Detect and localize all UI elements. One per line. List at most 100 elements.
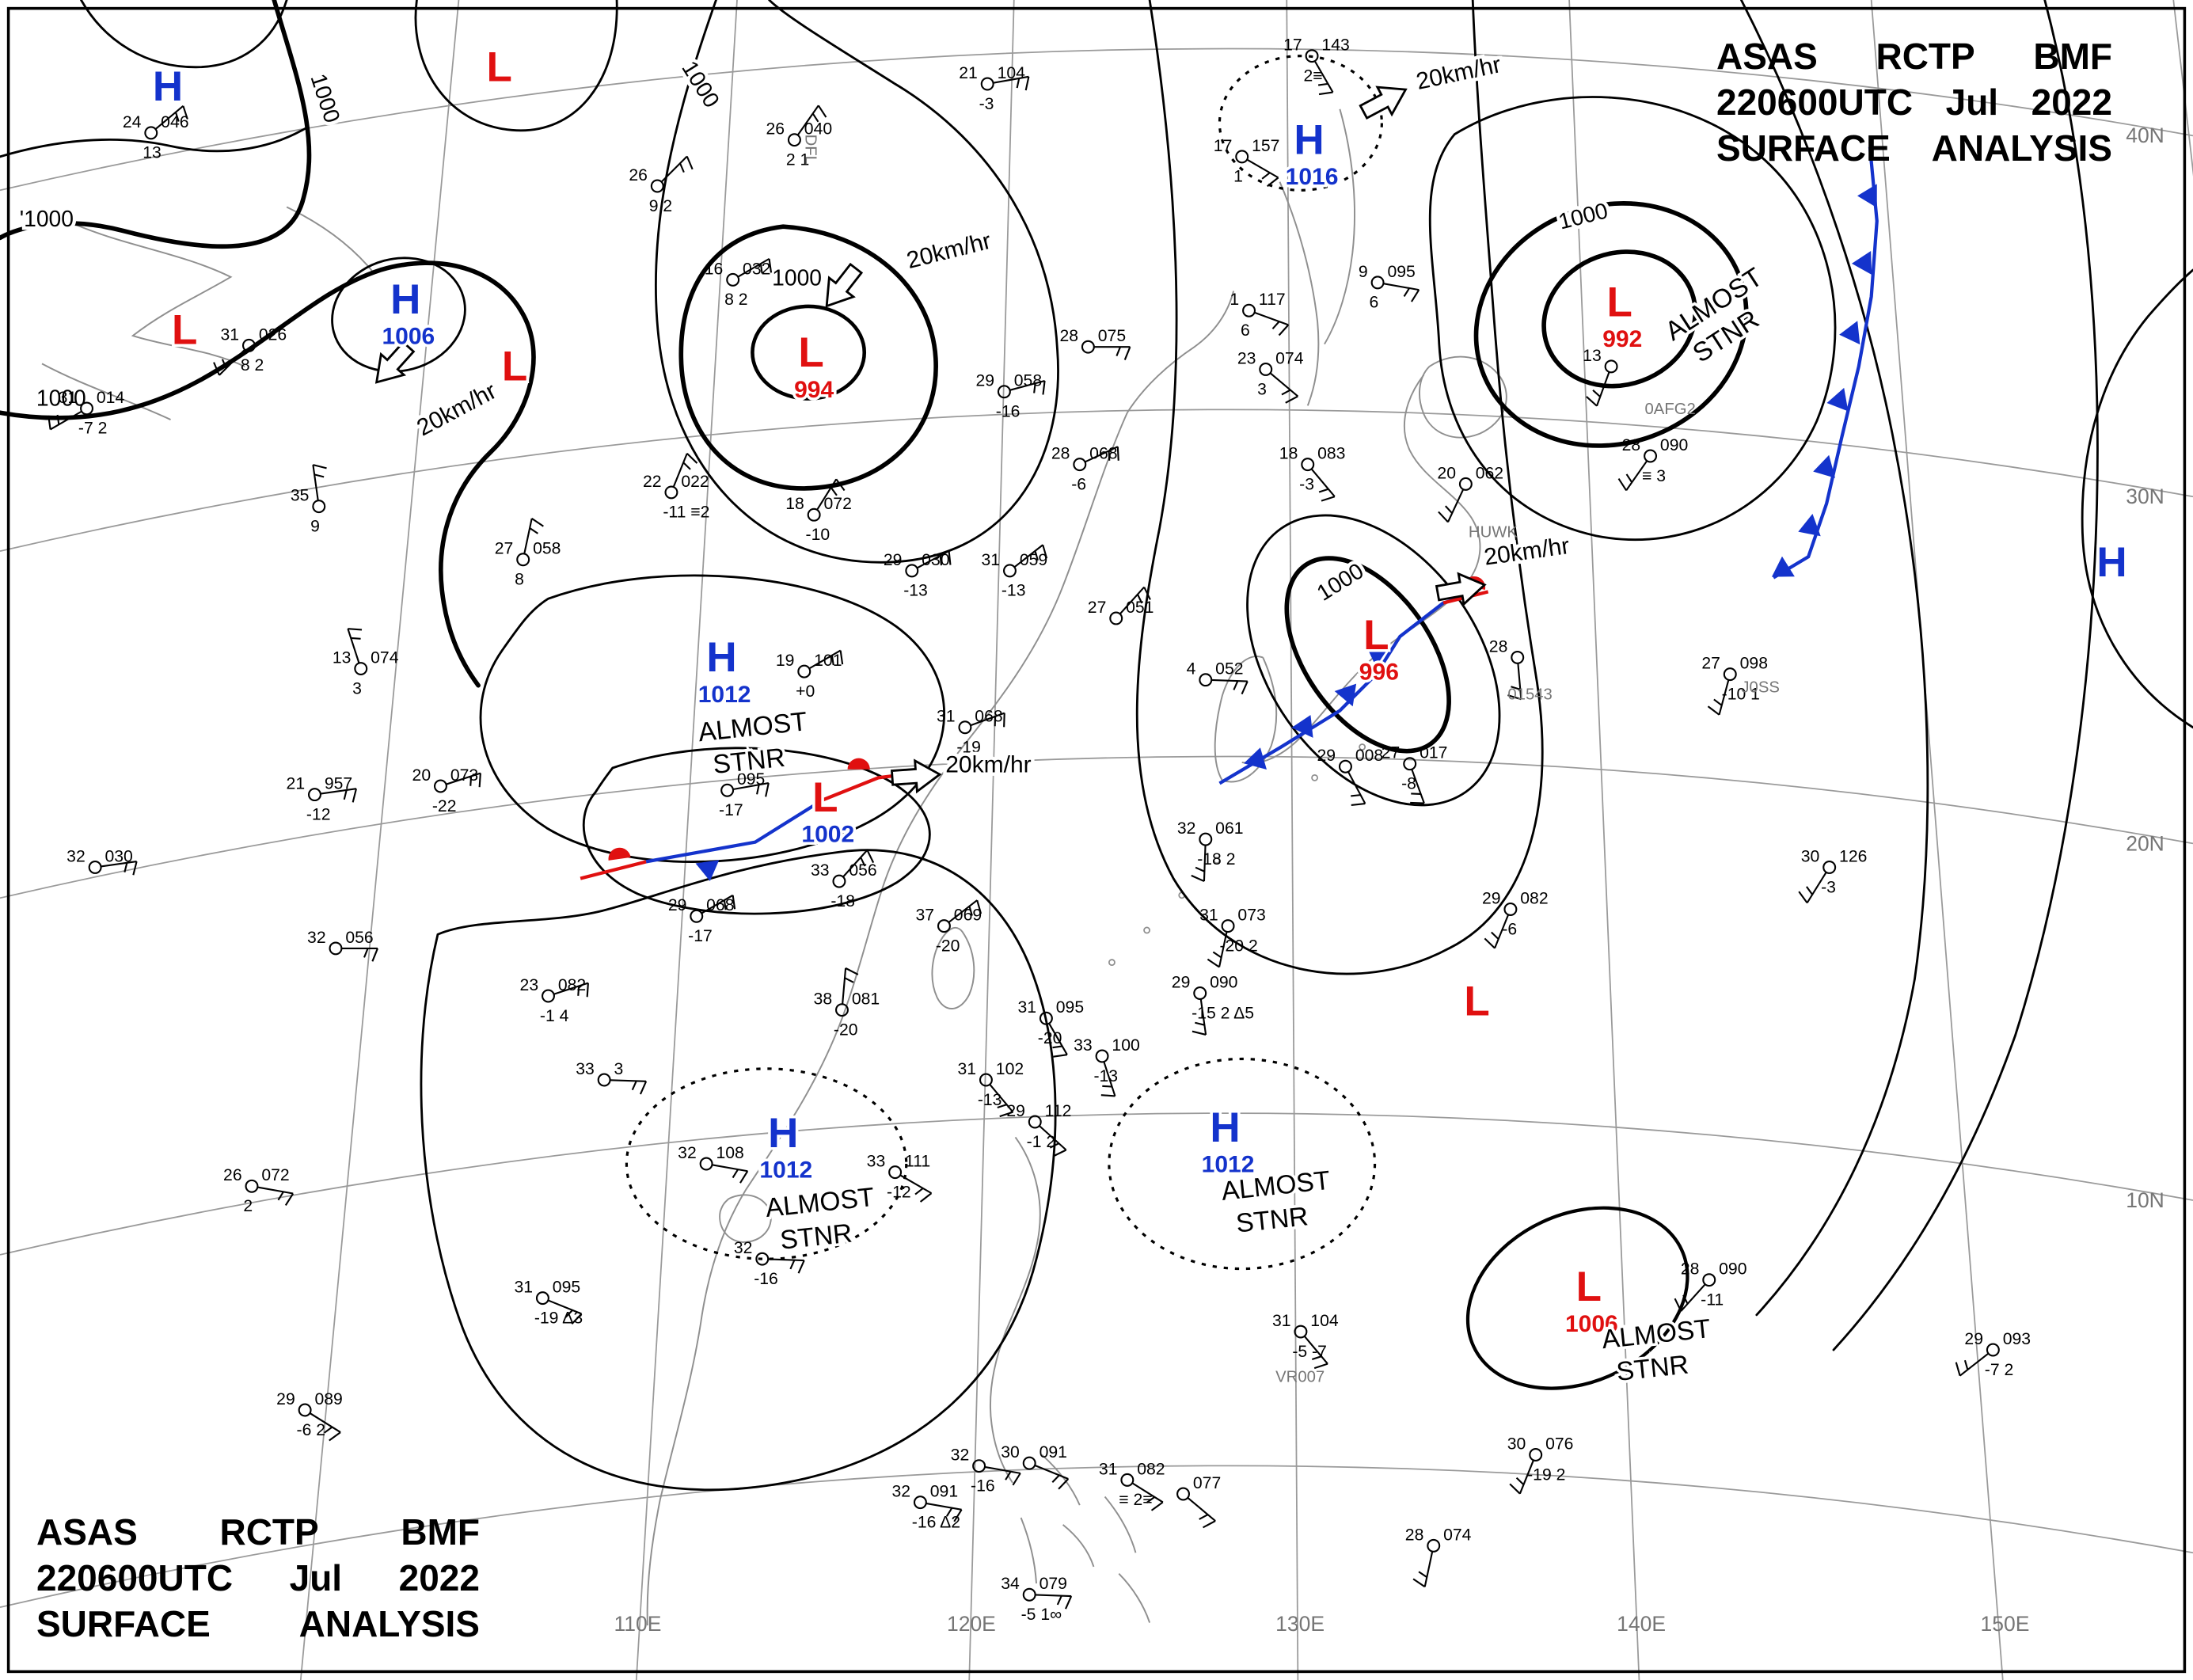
wind-barb	[547, 1299, 582, 1315]
coastline	[1020, 1454, 1137, 1584]
station-value: 089	[314, 1390, 342, 1408]
wind-barb	[1039, 1125, 1067, 1151]
station-plot: 20 073-22	[412, 766, 481, 815]
parallel-line	[0, 409, 2193, 553]
wind-barb	[1035, 1594, 1072, 1598]
wind-barb-tick	[1267, 177, 1279, 188]
movement-speed-label: 20km/hr	[945, 751, 1031, 777]
station-temp: 26	[766, 120, 785, 139]
station-plot: 29 082-6	[1482, 889, 1549, 949]
station-value: 075	[1098, 327, 1126, 345]
station-value: 100	[1112, 1036, 1139, 1055]
station-plot: 24 046 13	[123, 105, 189, 162]
cold-front-triangle	[1334, 683, 1357, 707]
title-word: 2022	[2031, 82, 2112, 123]
wind-barb-tick	[1285, 395, 1298, 404]
wind-barb-tick	[1005, 1471, 1012, 1480]
wind-barb-tick	[182, 105, 188, 120]
station-dewpoint: -20	[936, 937, 960, 955]
station-plot: 32 030	[67, 847, 138, 876]
station-value: 108	[716, 1144, 743, 1162]
station-circle	[1095, 1049, 1109, 1063]
station-plot: 27 098 -10 1	[1701, 655, 1768, 716]
wind-barb-tick	[1403, 287, 1410, 298]
parallel-line	[0, 1112, 2193, 1256]
wind-barb-tick	[323, 1426, 333, 1434]
wind-barb	[816, 478, 838, 511]
parallel-line	[0, 1465, 2193, 1608]
station-dewpoint: -1 2	[1027, 1133, 1056, 1151]
isobar-value-label: 1000	[1556, 197, 1610, 234]
station-dewpoint: -3	[979, 95, 994, 113]
wind-barb-tick	[1586, 396, 1598, 407]
cold-front-triangle	[1813, 454, 1835, 478]
station-temp: 31	[982, 551, 1001, 569]
station-value: 062	[1476, 464, 1503, 482]
wind-barb-tick	[343, 789, 348, 800]
wind-barb-tick	[1033, 383, 1036, 393]
station-value: 098	[1740, 655, 1768, 673]
station-value: 3	[614, 1060, 624, 1078]
wind-barb-tick	[284, 1192, 295, 1207]
station-temp: 18	[785, 495, 804, 513]
wind-barb-tick	[1271, 321, 1280, 330]
station-plot: 9 095 6	[1359, 263, 1420, 312]
pressure-center-value: 994	[794, 377, 834, 403]
title-word: Jul	[289, 1557, 343, 1598]
callsign-label: 01543	[1507, 686, 1552, 703]
wind-barb-tick	[1261, 172, 1271, 180]
station-circle	[888, 1165, 903, 1180]
wind-barb-tick	[586, 983, 589, 998]
pressure-center-letter: H	[153, 63, 183, 110]
station-circle	[1235, 150, 1249, 164]
station-dewpoint: 1	[1233, 168, 1243, 186]
station-dewpoint: ≡ 2≡	[1119, 1491, 1152, 1509]
isobar	[80, 0, 288, 69]
wind-barb-tick	[1311, 1355, 1322, 1361]
station-plot: 31 102 -13	[957, 1060, 1024, 1118]
coastline	[1062, 1524, 1151, 1623]
cold-front-triangle	[695, 860, 720, 881]
station-circle	[1109, 611, 1123, 625]
wind-barb-tick	[1313, 1363, 1328, 1370]
wind-barb-tick	[1592, 390, 1601, 397]
station-dewpoint: 2	[243, 1197, 253, 1215]
station-dewpoint: -19 Δ3	[534, 1309, 583, 1327]
movement-arrow-icon	[825, 262, 864, 308]
wind-barb-tick	[765, 782, 770, 797]
wind-barb-tick	[1444, 505, 1453, 514]
station-dewpoint: 13	[143, 144, 162, 162]
coastline	[719, 1194, 772, 1243]
station-dewpoint: -5 -7	[1292, 1343, 1327, 1361]
station-temp: 29	[1172, 973, 1191, 991]
station-circle	[958, 720, 972, 735]
wind-barb	[712, 1164, 748, 1173]
station-dewpoint: -19 2	[1527, 1465, 1565, 1484]
coastline	[41, 220, 245, 420]
station-temp: 16	[705, 260, 724, 278]
island-dot	[1143, 926, 1151, 934]
station-circle	[1458, 477, 1473, 491]
title-line: SURFACE ANALYSIS	[36, 1601, 480, 1647]
station-value: 079	[1039, 1575, 1067, 1593]
wind-barb-tick	[1798, 891, 1808, 904]
callsign-label: 0AFG2	[1645, 401, 1696, 418]
meridian-line	[635, 0, 738, 1680]
wind-barb	[842, 850, 868, 878]
station-value: 095	[1056, 998, 1084, 1017]
wind-barb-tick	[1418, 1571, 1427, 1579]
station-temp: 31	[221, 325, 240, 344]
isobar	[0, 0, 312, 249]
station-temp: 32	[734, 1239, 753, 1257]
pressure-center-letter: L	[486, 44, 511, 90]
station-dewpoint: -18 2	[1197, 850, 1235, 869]
pressure-center-letter: L	[1363, 612, 1389, 659]
wind-barb	[984, 1465, 1020, 1474]
wind-barb-tick	[679, 162, 685, 173]
station-dewpoint: -13	[1093, 1067, 1118, 1085]
wind-barb	[1517, 663, 1522, 700]
wind-barb-tick	[124, 862, 128, 873]
wind-barb-tick	[686, 156, 694, 170]
